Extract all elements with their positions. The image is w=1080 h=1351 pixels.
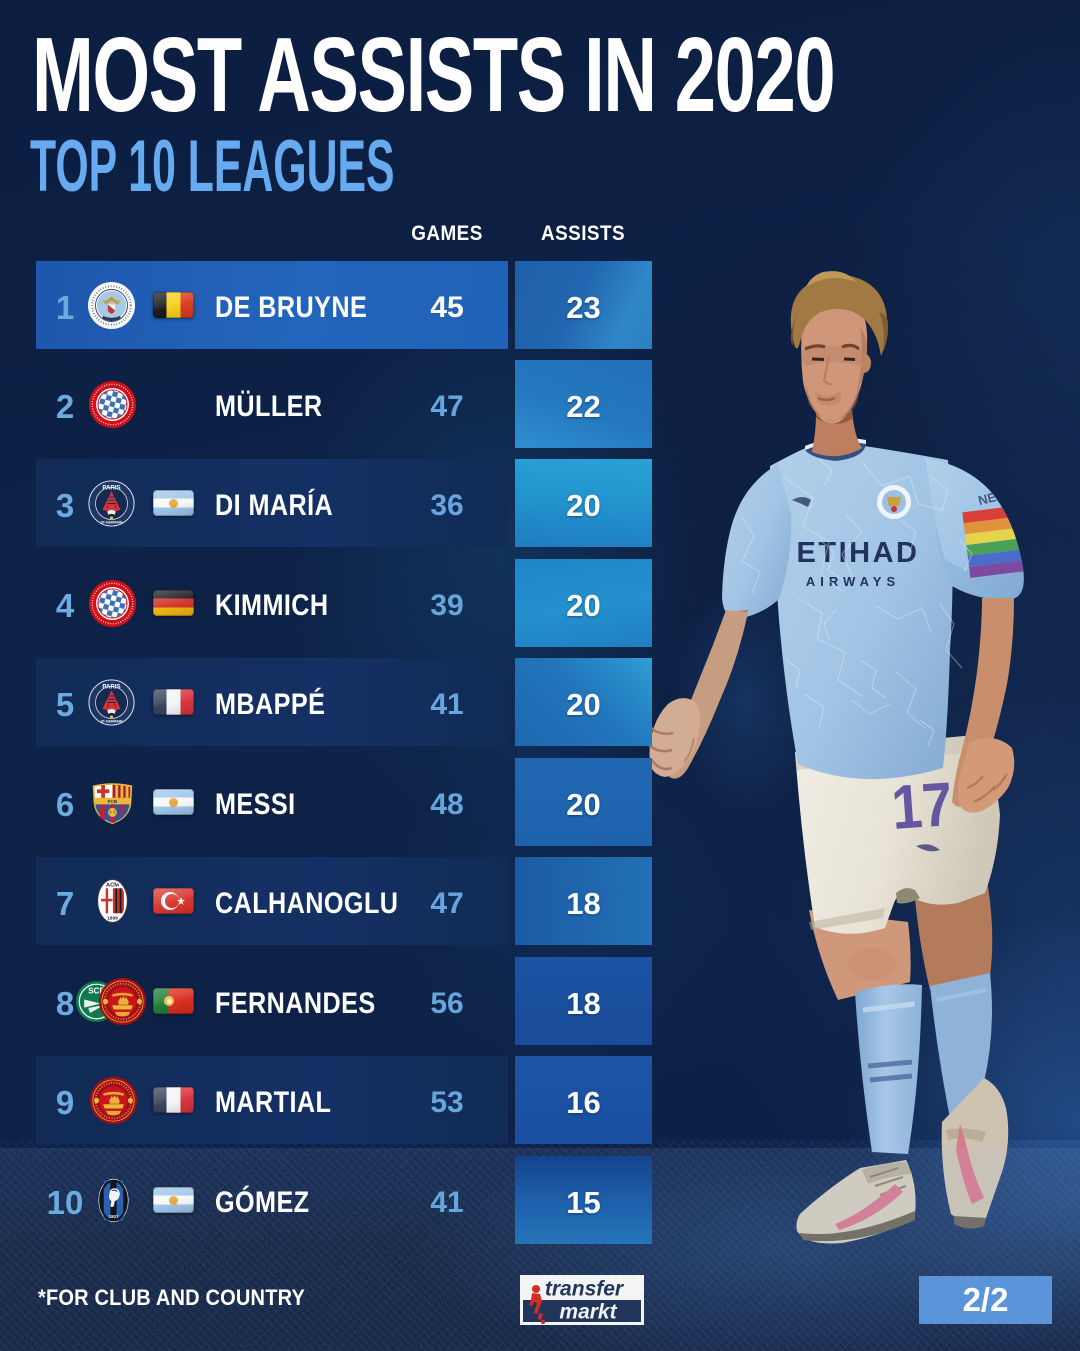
- svg-text:SCP: SCP: [88, 986, 105, 995]
- svg-text:1899: 1899: [107, 915, 118, 921]
- svg-text:transfer: transfer: [545, 1278, 625, 1301]
- svg-text:ST-GERMAIN: ST-GERMAIN: [100, 720, 123, 724]
- svg-text:ETIHAD: ETIHAD: [797, 537, 920, 569]
- svg-text:17: 17: [889, 770, 954, 843]
- svg-text:AIRWAYS: AIRWAYS: [806, 574, 900, 589]
- svg-text:PARIS: PARIS: [102, 484, 120, 491]
- svg-text:PARIS: PARIS: [102, 683, 120, 690]
- svg-text:FCB: FCB: [108, 799, 118, 804]
- svg-text:ST-GERMAIN: ST-GERMAIN: [100, 521, 123, 525]
- svg-text:markt: markt: [559, 1301, 617, 1324]
- svg-text:1907: 1907: [109, 1214, 119, 1219]
- svg-text:ACM: ACM: [106, 882, 119, 888]
